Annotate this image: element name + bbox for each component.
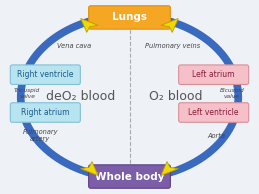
Polygon shape [161, 18, 178, 32]
Text: Lungs: Lungs [112, 12, 147, 23]
Text: Whole body: Whole body [95, 171, 164, 182]
Text: Left atrium: Left atrium [192, 70, 235, 79]
Text: Right atrium: Right atrium [21, 108, 70, 117]
Text: Pulmonary
artery: Pulmonary artery [22, 129, 58, 142]
Text: deO₂ blood: deO₂ blood [46, 90, 115, 104]
Text: Right ventricle: Right ventricle [17, 70, 74, 79]
Text: Aorta: Aorta [207, 133, 225, 139]
Text: Vena cava: Vena cava [57, 43, 91, 48]
FancyBboxPatch shape [10, 65, 80, 84]
Text: Pulmonary veins: Pulmonary veins [146, 43, 201, 48]
Text: O₂ blood: O₂ blood [149, 90, 203, 104]
Text: Bicuspid
valve: Bicuspid valve [219, 88, 244, 99]
Polygon shape [161, 162, 178, 176]
FancyBboxPatch shape [10, 103, 80, 122]
FancyBboxPatch shape [89, 6, 170, 29]
FancyBboxPatch shape [179, 65, 249, 84]
Text: Left ventricle: Left ventricle [189, 108, 239, 117]
Text: Tricuspid
valve: Tricuspid valve [14, 88, 40, 99]
FancyBboxPatch shape [179, 103, 249, 122]
Polygon shape [81, 18, 98, 32]
FancyBboxPatch shape [89, 165, 170, 188]
Polygon shape [81, 162, 98, 176]
